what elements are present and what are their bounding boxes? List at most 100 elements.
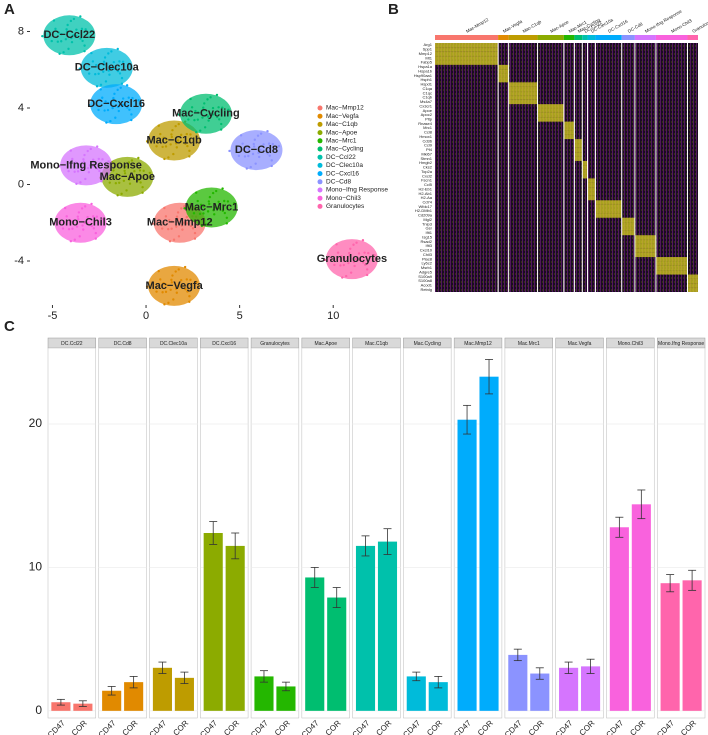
cell-dot [191, 227, 195, 230]
gene-label: Hsp90aa1 [414, 73, 433, 78]
cell-dot [175, 225, 178, 228]
cell-dot [257, 155, 261, 159]
cell-dot [107, 160, 110, 163]
cell-dot [259, 132, 263, 135]
cell-dot [267, 142, 271, 145]
cell-dot [81, 168, 84, 171]
cell-dot [65, 28, 68, 31]
cell-dot [183, 207, 186, 210]
cell-dot [256, 134, 260, 137]
gene-label: Ccl9 [424, 143, 433, 148]
cell-dot [79, 37, 82, 40]
error-bar [56, 698, 65, 706]
cell-dot [188, 300, 191, 303]
cell-dot [259, 148, 262, 152]
gene-label: Chil3 [423, 252, 433, 257]
cell-dot [131, 96, 134, 100]
legend-swatch [317, 203, 323, 209]
cell-dot [196, 111, 200, 114]
cell-dot [188, 294, 191, 298]
gene-label: Hspd1 [420, 82, 432, 87]
x-tick-label: COR [324, 718, 343, 735]
cell-dot [116, 194, 119, 197]
cell-dot [67, 47, 70, 51]
x-tick-label: COR [273, 718, 292, 735]
error-bar [107, 686, 116, 696]
heatmap-cell [508, 86, 538, 92]
facet-title: Mac.Apoe [314, 341, 337, 347]
bar [559, 667, 579, 711]
cell-dot [183, 265, 187, 269]
cell-dot [266, 130, 269, 133]
cell-dot [195, 135, 198, 138]
legend-swatch [317, 187, 323, 193]
x-tick-label: 5 [237, 310, 243, 322]
cell-dot [57, 31, 61, 34]
facet-title: Mono.Ifng Response [658, 341, 704, 347]
cell-dot [77, 211, 81, 214]
cell-dot [70, 40, 74, 44]
cell-dot [168, 239, 172, 243]
heatmap-cell [595, 200, 622, 205]
cell-dot [192, 212, 196, 215]
cell-dot [172, 238, 176, 241]
cell-dot [180, 207, 183, 210]
cell-dot [167, 227, 170, 231]
cell-dot [373, 253, 376, 257]
cell-dot [126, 106, 129, 109]
heatmap-cell [587, 182, 596, 188]
cell-dot [198, 212, 202, 216]
cell-dot [225, 222, 228, 225]
error-bar [231, 532, 240, 560]
cell-dot [142, 169, 145, 173]
heatmap-cell [574, 139, 583, 144]
gene-label: Adgre5 [419, 269, 433, 274]
cell-dot [180, 279, 183, 282]
facet-title: Mac.Vegfa [568, 341, 592, 347]
cell-dot [270, 159, 273, 162]
gene-label: S100a9 [418, 274, 433, 279]
cell-dot [41, 34, 44, 38]
cell-dot [84, 177, 87, 181]
legend-swatch [317, 130, 323, 136]
gene-label: Hsph1 [420, 77, 432, 82]
cell-dot [58, 52, 61, 55]
group-label: Mono-Chil3 [670, 18, 693, 34]
cell-dot [110, 50, 113, 53]
cell-dot [365, 273, 369, 277]
legend-label: DC−Cd8 [326, 179, 351, 186]
cell-dot [189, 133, 192, 136]
cell-dot [244, 146, 248, 149]
bar [225, 545, 245, 711]
heatmap-cell [563, 126, 575, 131]
gene-label: C1qb [422, 95, 432, 100]
error-bar [637, 489, 646, 520]
cell-dot [82, 158, 85, 161]
error-bar [666, 574, 675, 593]
cell-dot [162, 136, 165, 140]
gene-label: Msrb1 [421, 265, 433, 270]
facet-title: DC.Cd8 [114, 341, 132, 347]
cell-dot [127, 96, 130, 99]
cell-dot [80, 27, 84, 31]
error-bar [412, 671, 421, 682]
cell-dot [83, 205, 87, 208]
cell-dot [336, 251, 340, 254]
heatmap-cell [537, 108, 564, 113]
group-bar [655, 35, 688, 40]
cell-dot [97, 72, 100, 75]
cell-dot [56, 40, 60, 43]
bar [581, 666, 601, 711]
cell-dot [190, 106, 194, 109]
cell-dot [174, 287, 178, 290]
bar [377, 541, 398, 711]
cell-dot [341, 276, 344, 279]
cell-dot [357, 258, 361, 262]
facet-panel [47, 347, 97, 719]
cell-dot [216, 115, 219, 119]
cell-dot [202, 212, 205, 215]
cell-dot [177, 113, 181, 116]
cluster [101, 156, 154, 197]
cell-dot [63, 206, 67, 210]
bar [406, 676, 426, 711]
